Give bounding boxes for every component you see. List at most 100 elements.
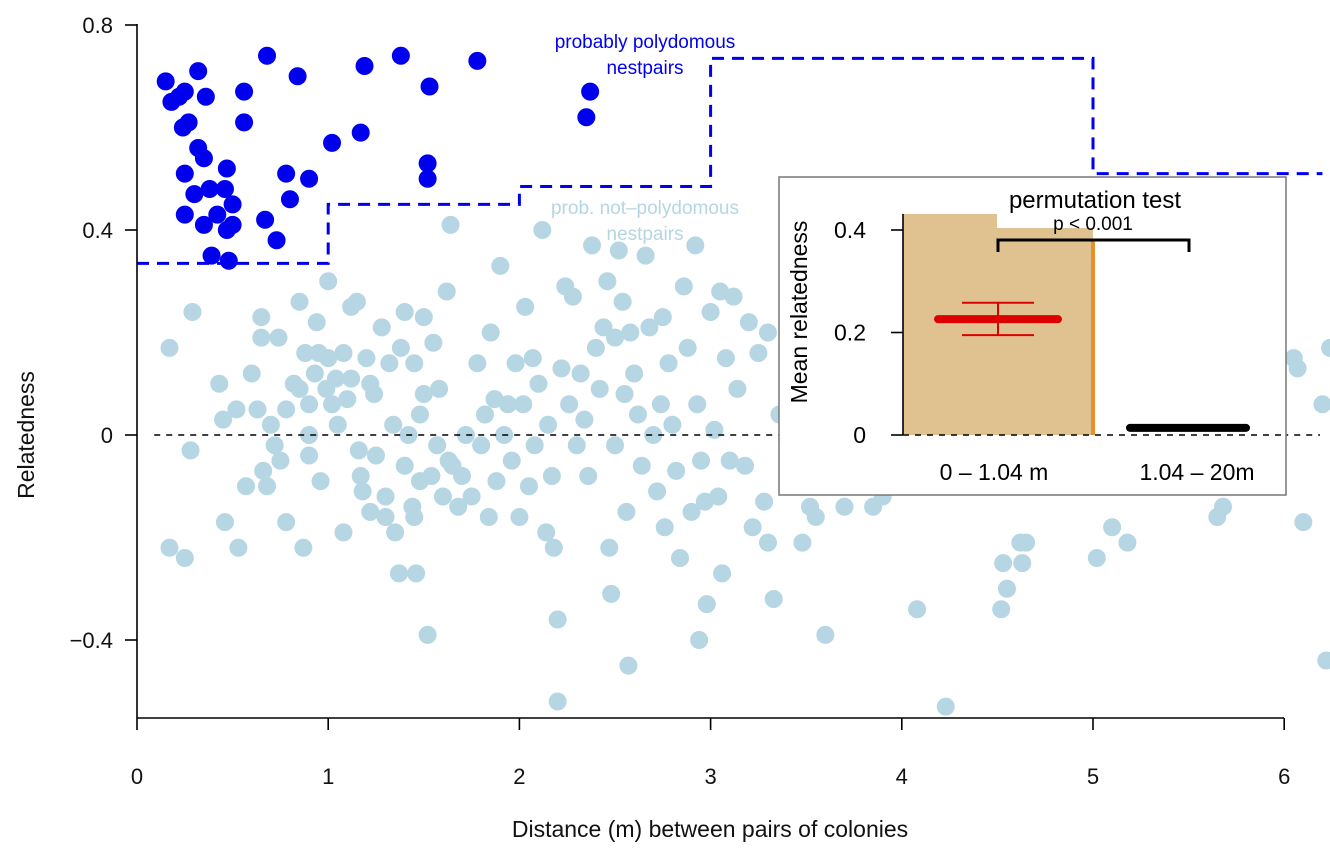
- not-polydomous-point: [319, 272, 338, 291]
- not-polydomous-point: [468, 354, 487, 373]
- not-polydomous-point: [1017, 533, 1036, 552]
- polydomous-point: [189, 62, 208, 81]
- polydomous-point: [202, 246, 221, 265]
- not-polydomous-point: [376, 487, 395, 506]
- not-polydomous-point: [617, 502, 636, 521]
- polydomous-point: [355, 57, 374, 75]
- polydomous-points: [156, 46, 600, 270]
- x-tick-label: 0: [131, 764, 143, 789]
- not-polydomous-point: [160, 538, 179, 557]
- not-polydomous-point: [539, 415, 558, 434]
- not-polydomous-point: [300, 426, 319, 444]
- not-polydomous-point: [701, 303, 720, 321]
- not-polydomous-point: [544, 538, 563, 557]
- not-polydomous-point: [537, 523, 556, 542]
- polydomous-annotation-line1: probably polydomous: [555, 32, 736, 53]
- not-polydomous-point: [261, 415, 280, 434]
- not-polydomous-point: [389, 564, 408, 583]
- significance-label: p < 0.001: [1053, 214, 1133, 235]
- not-polydomous-point: [542, 467, 561, 485]
- not-polydomous-point: [579, 467, 598, 485]
- not-polydomous-point: [502, 451, 521, 470]
- not-polydomous-point: [479, 508, 498, 526]
- not-polydomous-point: [835, 497, 854, 516]
- not-polydomous-point: [407, 564, 426, 583]
- not-polydomous-point: [405, 508, 424, 526]
- not-polydomous-point: [410, 405, 429, 424]
- not-polydomous-point: [372, 318, 391, 337]
- polydomous-point: [175, 164, 194, 183]
- not-polydomous-point: [433, 487, 452, 506]
- x-tick-label: 5: [1087, 764, 1099, 789]
- not-polydomous-point: [659, 354, 678, 373]
- not-polydomous-point: [720, 451, 739, 470]
- not-polydomous-point: [418, 625, 437, 644]
- not-polydomous-point: [214, 410, 233, 429]
- not-polydomous-point: [709, 487, 728, 506]
- polydomous-point: [288, 67, 307, 86]
- not-polydomous-point: [271, 451, 290, 470]
- not-polydomous-point: [563, 287, 582, 306]
- significance-bracket: [996, 238, 1191, 252]
- not-polydomous-point: [755, 492, 774, 511]
- inset-y-axis-title: Mean relatedness: [786, 221, 812, 404]
- x-tick-label: 1: [322, 764, 334, 789]
- not-polydomous-point: [498, 395, 517, 414]
- not-polydomous-point: [357, 349, 376, 368]
- not-polydomous-point: [671, 549, 690, 567]
- y-tick-label: 0: [101, 423, 113, 448]
- not-polydomous-point: [380, 354, 399, 373]
- not-polydomous-point: [386, 523, 405, 542]
- not-polydomous-point: [361, 502, 380, 521]
- polydomous-point: [351, 123, 370, 142]
- y-ticks: −0.4 0 0.4 0.8: [70, 13, 137, 653]
- not-polydomous-point: [300, 446, 319, 465]
- polydomous-point: [175, 205, 194, 224]
- polydomous-point: [175, 82, 194, 101]
- y-axis-title: Relatedness: [13, 371, 39, 499]
- inset-y-axis: 0 0.2 0.4: [834, 214, 904, 448]
- inset-category-far: 1.04 – 20m: [1139, 459, 1254, 485]
- not-polydomous-point: [351, 467, 370, 485]
- not-polydomous-point: [265, 436, 284, 455]
- x-axis-title: Distance (m) between pairs of colonies: [512, 816, 908, 842]
- polydomous-point: [156, 72, 175, 91]
- not-polydomous-annotation-line1: prob. not–polydomous: [551, 198, 739, 219]
- polydomous-point: [577, 108, 596, 127]
- x-tick-label: 2: [513, 764, 525, 789]
- polydomous-point: [468, 51, 487, 70]
- not-polydomous-point: [519, 477, 538, 496]
- not-polydomous-point: [936, 697, 955, 716]
- polydomy-threshold-line: [137, 56, 1323, 265]
- not-polydomous-point: [277, 400, 296, 419]
- not-polydomous-point: [640, 318, 659, 337]
- polydomous-point: [277, 164, 296, 183]
- not-polydomous-point: [183, 303, 202, 321]
- plot-area: [137, 46, 1330, 716]
- not-polydomous-point: [229, 538, 248, 557]
- not-polydomous-point: [215, 513, 234, 532]
- not-polydomous-point: [296, 344, 315, 362]
- polydomous-point: [179, 113, 198, 132]
- not-polydomous-point: [552, 359, 571, 378]
- not-polydomous-point: [590, 379, 609, 398]
- y-tick-label: 0.8: [82, 13, 113, 38]
- not-polydomous-point: [516, 297, 535, 316]
- not-polydomous-point: [533, 221, 552, 239]
- not-polydomous-point: [300, 395, 319, 414]
- not-polydomous-point: [437, 282, 456, 301]
- not-polydomous-point: [1294, 513, 1313, 532]
- polydomous-annotation-line2: nestpairs: [606, 58, 683, 79]
- not-polydomous-point: [648, 482, 667, 501]
- not-polydomous-point: [598, 272, 617, 291]
- not-polydomous-point: [728, 379, 747, 398]
- not-polydomous-point: [405, 354, 424, 373]
- not-polydomous-point: [758, 533, 777, 552]
- not-polydomous-point: [384, 415, 403, 434]
- not-polydomous-annotation-line2: nestpairs: [606, 224, 683, 245]
- not-polydomous-point: [613, 292, 632, 311]
- not-polydomous-point: [475, 405, 494, 424]
- not-polydomous-point: [806, 508, 825, 526]
- not-polydomous-point: [651, 395, 670, 414]
- not-polydomous-point: [254, 461, 273, 480]
